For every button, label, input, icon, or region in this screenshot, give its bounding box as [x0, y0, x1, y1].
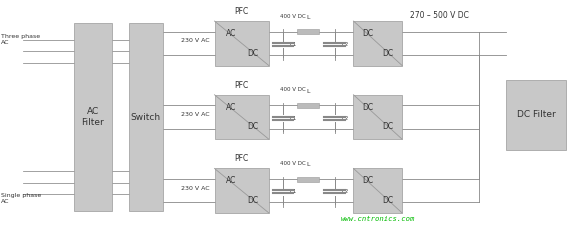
Text: DC: DC: [363, 29, 374, 38]
Bar: [297, 29, 319, 34]
Bar: [214, 21, 269, 66]
Text: AC: AC: [225, 29, 236, 38]
Bar: [297, 103, 319, 108]
Text: C2: C2: [341, 189, 349, 194]
Bar: [74, 23, 112, 211]
Text: DC: DC: [247, 49, 258, 58]
Text: Switch: Switch: [131, 113, 161, 121]
Text: C1: C1: [290, 116, 297, 121]
Text: DC: DC: [247, 122, 258, 131]
Bar: [353, 168, 402, 213]
Text: C1: C1: [290, 42, 297, 47]
Bar: [506, 80, 566, 150]
Text: DC: DC: [382, 196, 393, 205]
Bar: [214, 168, 269, 213]
Text: DC: DC: [363, 176, 374, 185]
Text: PFC: PFC: [235, 7, 249, 16]
Text: DC Filter: DC Filter: [517, 110, 555, 119]
Bar: [353, 95, 402, 139]
Text: 400 V DC: 400 V DC: [280, 161, 305, 166]
Bar: [297, 177, 319, 182]
Text: C2: C2: [341, 42, 349, 47]
Text: DC: DC: [247, 196, 258, 205]
Text: PFC: PFC: [235, 154, 249, 163]
Text: AC: AC: [225, 176, 236, 185]
Text: 270 – 500 V DC: 270 – 500 V DC: [410, 11, 468, 19]
Text: DC: DC: [382, 122, 393, 131]
Text: Three phase
AC: Three phase AC: [1, 34, 40, 45]
Text: 230 V AC: 230 V AC: [181, 186, 210, 191]
Text: www.cntronics.com: www.cntronics.com: [340, 216, 415, 222]
Text: 400 V DC: 400 V DC: [280, 88, 305, 92]
Text: AC: AC: [225, 103, 236, 112]
Text: PFC: PFC: [235, 81, 249, 90]
Text: C2: C2: [341, 116, 349, 121]
Text: L: L: [306, 162, 309, 167]
Text: DC: DC: [363, 103, 374, 112]
Text: L: L: [306, 15, 309, 20]
Text: C1: C1: [290, 189, 297, 194]
Bar: [353, 21, 402, 66]
Text: DC: DC: [382, 49, 393, 58]
Text: 230 V AC: 230 V AC: [181, 112, 210, 117]
Bar: [214, 95, 269, 139]
Text: 230 V AC: 230 V AC: [181, 38, 210, 44]
Text: L: L: [306, 89, 309, 94]
Text: 400 V DC: 400 V DC: [280, 14, 305, 19]
Bar: [129, 23, 163, 211]
Text: Single phase
AC: Single phase AC: [1, 194, 41, 204]
Text: AC
Filter: AC Filter: [82, 107, 104, 127]
